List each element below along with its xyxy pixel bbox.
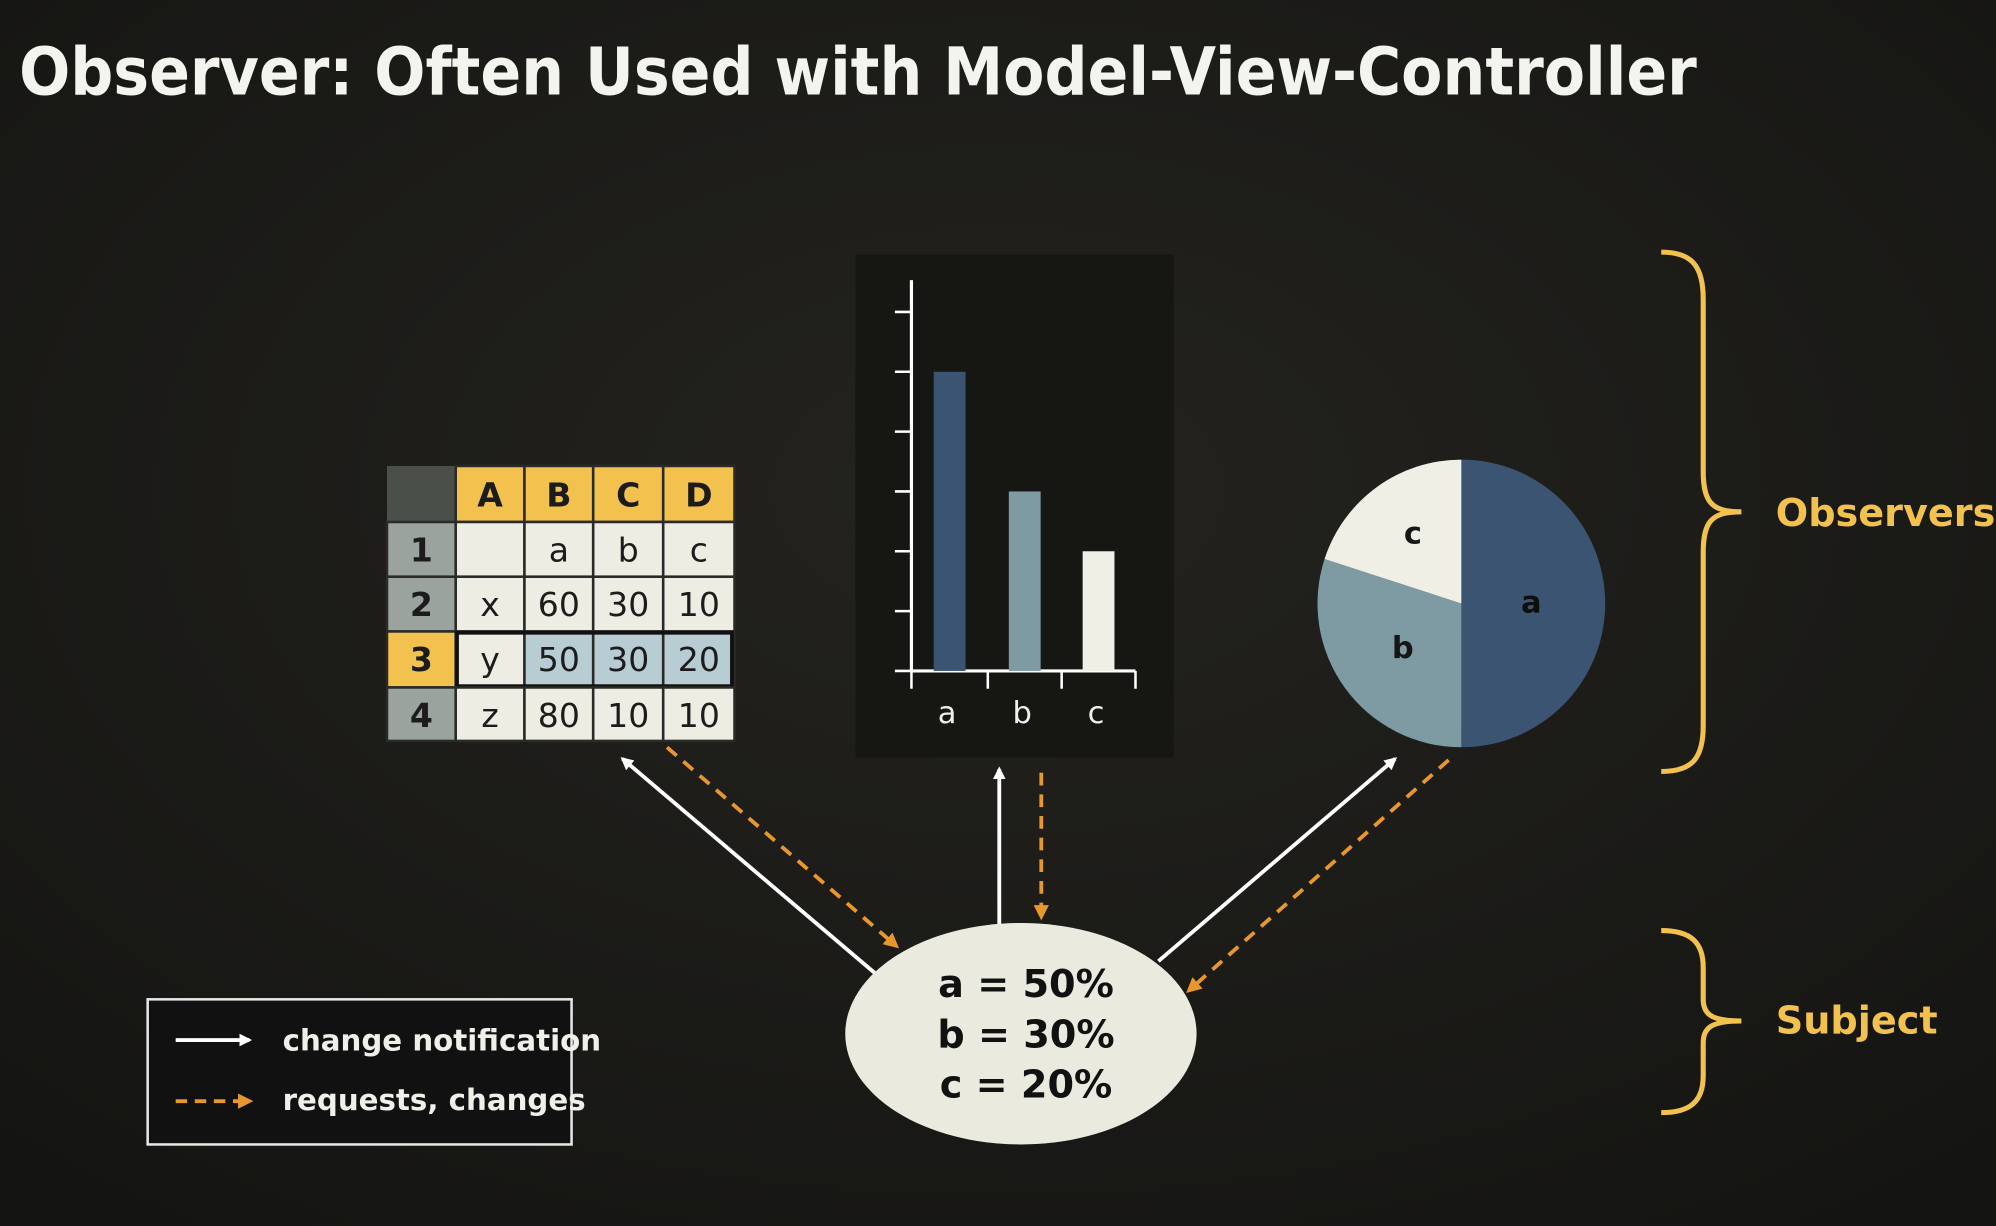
pie-slice-b [1317,559,1462,748]
cell-value: 10 [607,696,649,735]
legend-request-label: requests, changes [283,1083,586,1117]
request-arrow-spreadsheet [665,745,900,949]
pie-slice-a [1461,459,1606,748]
subject-bracket: Subject [1661,928,1938,1116]
bar-c [1082,551,1115,671]
subject-line-b: b = 30% [937,1014,1114,1058]
cell [523,630,595,689]
row-header-3 [385,630,457,689]
observers-bracket: Observers [1661,249,1996,775]
notify-arrow-pie [1157,757,1398,963]
x-tick-label: c [1088,696,1105,731]
spreadsheet-view: A B C D 1 a b c 2 x 60 30 10 3 y 50 30 20 4 z 80 10 10 [385,464,736,743]
column-header-B [523,464,595,524]
cell-value: y [480,640,500,679]
column-header-label: B [546,476,571,515]
pie-label: a [1521,585,1542,620]
row-header-4 [385,686,457,743]
column-header-label: A [477,476,503,515]
cell-value: z [481,696,498,735]
cell [454,686,526,743]
row-header-label: 2 [410,585,433,624]
cell [454,630,526,689]
column-header-C [591,464,665,524]
cell [661,630,736,689]
cell [661,686,736,743]
cell [591,686,665,743]
legend: change notification requests, changes [146,998,601,1146]
page-title: Observer: Often Used with Model-View-Con… [19,33,1697,110]
cell [591,575,665,633]
cell-value: a [549,530,569,569]
observers-label: Observers [1776,492,1996,536]
cell [454,575,526,633]
subject-line-a: a = 50% [938,963,1114,1007]
row-header-label: 4 [410,696,433,735]
subject-label: Subject [1776,1000,1938,1044]
cell-value: 60 [538,585,580,624]
cell [661,520,736,578]
cell-value: 30 [607,640,649,679]
subject-ellipse: a = 50% b = 30% c = 20% [845,922,1197,1145]
cell-value: 80 [538,696,580,735]
request-arrow-pie [1186,758,1450,993]
cell-value: c [690,530,708,569]
cell [454,520,526,578]
bar-b [1008,491,1041,671]
pie-slice-c [1324,459,1462,604]
cell [523,686,595,743]
corner-cell [386,465,456,522]
cell-value: 10 [678,696,720,735]
column-header-label: C [616,476,640,515]
cell-value: 10 [678,585,720,624]
column-header-A [454,464,526,524]
pie-label: b [1392,631,1414,666]
arrows [620,745,1450,993]
cell-value: 20 [678,640,720,679]
cell-value: 30 [607,585,649,624]
notify-arrow-spreadsheet [620,757,878,976]
x-tick-label: a [938,696,957,731]
bar-chart-view: a b c [855,254,1174,758]
column-header-label: D [685,476,712,515]
subject-line-c: c = 20% [940,1063,1113,1107]
cell [591,630,665,689]
pie-chart-view: a b c [1317,459,1606,748]
bar-a [933,371,966,671]
cell-value: b [618,530,639,569]
legend-notify-label: change notification [283,1023,601,1057]
row-header-label: 1 [410,530,433,569]
pie-label: c [1404,517,1422,552]
cell-value: x [480,585,500,624]
x-tick-label: b [1012,696,1031,731]
cell [661,575,736,633]
row-header-label: 3 [410,640,433,679]
cell-value: 50 [538,640,580,679]
